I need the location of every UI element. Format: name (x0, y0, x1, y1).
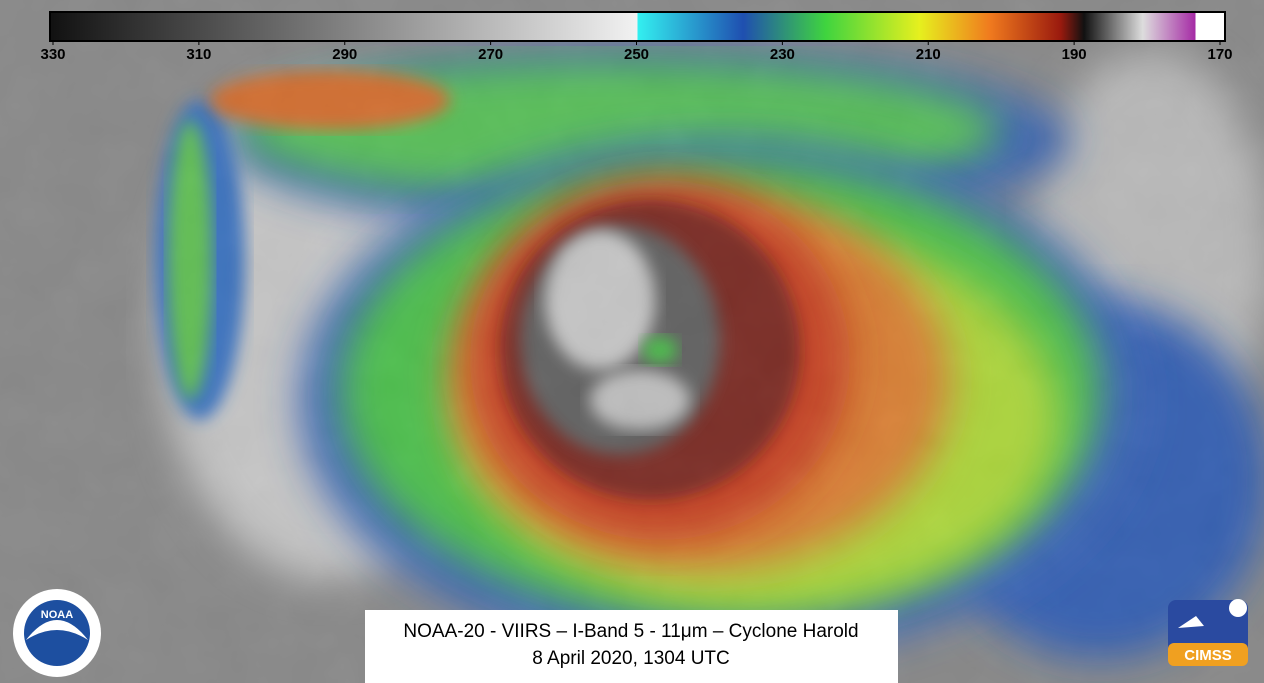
logo-disc (24, 600, 90, 666)
tick-label: 310 (186, 46, 211, 63)
logo-dish (1178, 616, 1204, 628)
tick-label: 270 (478, 46, 503, 63)
tick-label: 330 (40, 46, 65, 63)
noaa-logo: NOAA (13, 589, 101, 677)
logo-bird (26, 620, 88, 640)
caption-box: NOAA-20 - VIIRS – I-Band 5 - 11μm – Cycl… (365, 610, 898, 683)
tick-label: 210 (916, 46, 941, 63)
cimss-logo: CIMSS (1168, 599, 1248, 666)
caption-line: 8 April 2020, 1304 UTC (532, 648, 730, 669)
colorbar: 330 310 290 270 250 230 210 190 170 (40, 11, 1233, 63)
tick-label: 250 (624, 46, 649, 63)
caption-background (365, 610, 898, 683)
logo-band (1168, 643, 1248, 666)
tick-label: 290 (332, 46, 357, 63)
tick-label: 190 (1062, 46, 1087, 63)
logo-text: CIMSS (1184, 647, 1232, 664)
tick-label: 230 (770, 46, 795, 63)
logo-globe (1229, 599, 1247, 617)
logo-text: NOAA (41, 609, 73, 621)
tick-label: 170 (1207, 46, 1232, 63)
colorbar-gradient (49, 11, 1226, 42)
caption-line: NOAA-20 - VIIRS – I-Band 5 - 11μm – Cycl… (403, 621, 858, 642)
